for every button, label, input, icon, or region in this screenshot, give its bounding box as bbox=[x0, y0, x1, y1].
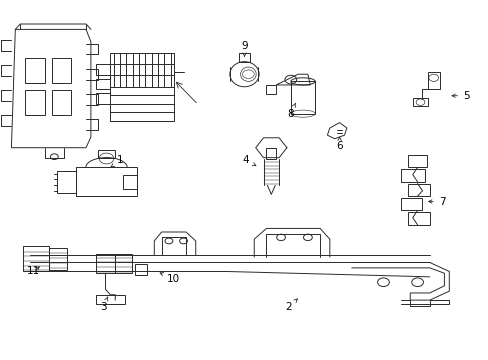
Text: 11: 11 bbox=[27, 266, 41, 276]
Text: 1: 1 bbox=[111, 155, 123, 167]
Text: 2: 2 bbox=[285, 299, 297, 312]
Text: 8: 8 bbox=[286, 103, 295, 119]
Text: 3: 3 bbox=[100, 297, 107, 312]
Text: 10: 10 bbox=[160, 273, 180, 284]
Text: 6: 6 bbox=[336, 137, 342, 151]
Text: 7: 7 bbox=[428, 197, 445, 207]
Text: 4: 4 bbox=[242, 155, 255, 166]
Text: 5: 5 bbox=[451, 91, 468, 101]
Text: 9: 9 bbox=[241, 41, 247, 57]
